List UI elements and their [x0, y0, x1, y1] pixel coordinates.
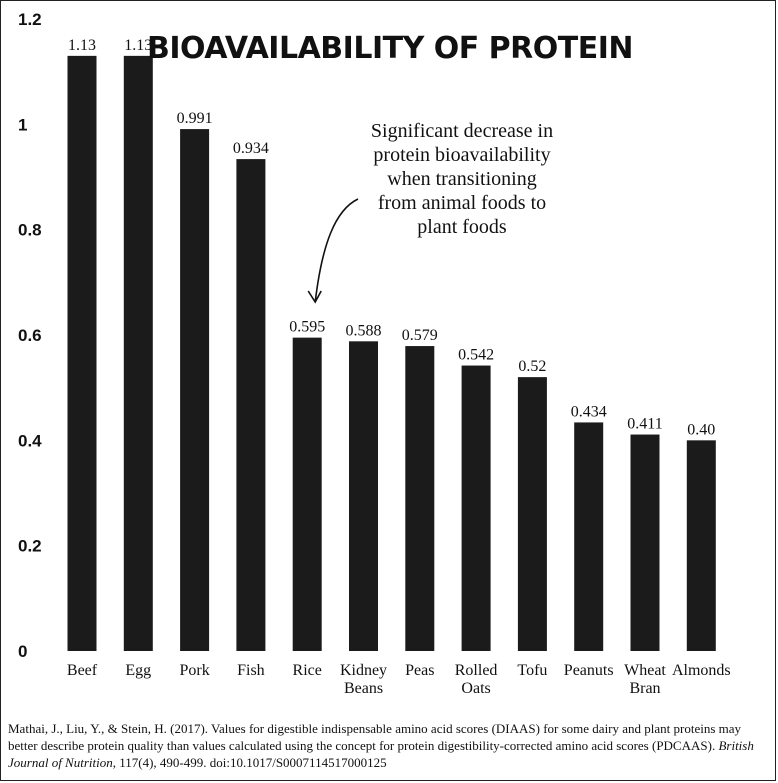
- bar-pork: [180, 129, 210, 651]
- bar-peas: [405, 346, 435, 651]
- x-tick-label: Peanuts: [564, 662, 614, 679]
- value-label: 0.934: [233, 140, 269, 157]
- bar-rice: [292, 337, 322, 651]
- value-label: 1.13: [68, 37, 96, 54]
- x-tick-label: Almonds: [672, 662, 731, 679]
- annotation-text: Significant decrease in: [371, 120, 553, 142]
- x-tick-label: Rice: [293, 662, 322, 679]
- bar-beef: [67, 55, 97, 652]
- arrow-head: [307, 290, 322, 304]
- value-label: 0.542: [458, 347, 494, 364]
- value-label: 0.40: [687, 421, 715, 438]
- y-tick-label: 0.2: [18, 537, 42, 556]
- bar-chart: 0 0.2 0.4 0.6 0.8 1 1.2 1.13 1.13 0.991 0.934 0.59…: [18, 10, 731, 697]
- bar-rolled-oats: [461, 365, 491, 651]
- citation-rest: , 117(4), 490-499. doi:10.1017/S00071145…: [112, 755, 387, 770]
- y-tick-label: 0.4: [18, 431, 42, 450]
- annotation-text: from animal foods to: [378, 192, 546, 214]
- x-tick-label: Fish: [237, 662, 265, 679]
- y-tick-label: 0.6: [18, 326, 42, 345]
- y-tick-label: 0.8: [18, 221, 42, 240]
- citation-text: Mathai, J., Liu, Y., & Stein, H. (2017).…: [8, 721, 742, 753]
- value-label: 0.595: [289, 319, 325, 336]
- x-tick-label: Peas: [405, 662, 434, 679]
- x-tick-label: Egg: [125, 662, 151, 679]
- value-label: 0.434: [571, 403, 607, 420]
- x-tick-label: Pork: [179, 662, 209, 679]
- x-tick-label: Beef: [67, 662, 98, 679]
- annotation-arrow: [314, 198, 359, 303]
- bar-fish: [236, 159, 266, 652]
- annotation-text: when transitioning: [387, 168, 536, 190]
- bar-kidney-beans: [349, 341, 378, 651]
- y-tick-label: 1.2: [18, 10, 42, 29]
- x-tick-label: Beans: [344, 680, 383, 697]
- x-tick-label: Rolled: [455, 662, 498, 679]
- y-tick-label: 1: [18, 115, 27, 134]
- annotation-text: protein bioavailability: [373, 144, 550, 166]
- x-tick-label: Kidney: [340, 662, 387, 679]
- citation: Mathai, J., Liu, Y., & Stein, H. (2017).…: [8, 720, 770, 771]
- y-axis: 0 0.2 0.4 0.6 0.8 1 1.2: [18, 10, 42, 661]
- x-tick-label: Tofu: [517, 662, 547, 679]
- bar-wheat-bran: [630, 434, 660, 651]
- value-label: 0.991: [177, 110, 213, 127]
- chart-title: BIOAVAILABILITY OF PROTEIN: [147, 31, 633, 66]
- bar-egg: [123, 55, 153, 652]
- x-tick-label: Bran: [629, 680, 660, 697]
- value-labels: 1.13 1.13 0.991 0.934 0.595 0.588 0.579 0.542 0.…: [68, 37, 715, 438]
- y-tick-label: 0: [18, 642, 27, 661]
- x-tick-label: Oats: [461, 680, 490, 697]
- bar-tofu: [517, 377, 547, 651]
- value-label: 0.52: [518, 358, 546, 375]
- bars: [67, 55, 716, 652]
- value-label: 0.579: [402, 327, 438, 344]
- citation-journal: British Journal of Nutrition: [8, 738, 754, 770]
- annotation-text: plant foods: [417, 216, 507, 238]
- bar-almonds: [686, 440, 716, 651]
- bar-peanuts: [574, 422, 604, 651]
- value-label: 0.411: [627, 416, 662, 433]
- x-tick-label: Wheat: [624, 662, 666, 679]
- value-label: 0.588: [346, 322, 382, 339]
- value-label: 1.13: [124, 37, 152, 54]
